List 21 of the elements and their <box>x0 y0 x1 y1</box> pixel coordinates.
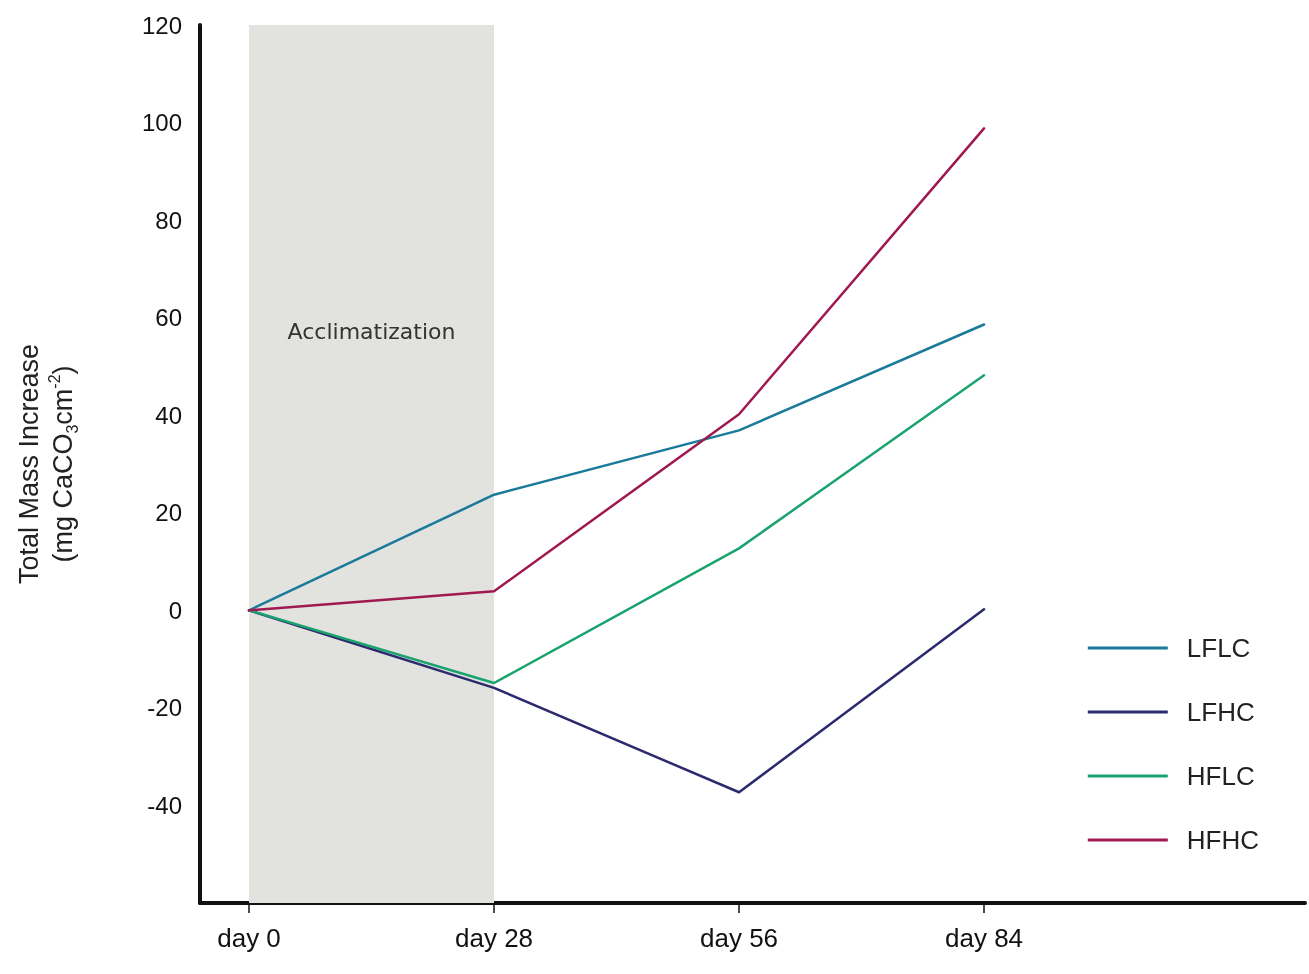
y-tick-label: -40 <box>147 791 182 819</box>
x-tick-label: day 56 <box>699 923 779 953</box>
y-tick-label: 0 <box>168 596 182 624</box>
y-tick-label: -20 <box>147 694 182 722</box>
y-tick-label: 20 <box>155 499 182 527</box>
x-tick-label: day 0 <box>217 923 281 953</box>
y-tick-label: 80 <box>155 206 182 234</box>
y-tick-label: 120 <box>141 11 182 39</box>
line-series <box>247 127 986 612</box>
legend-label: LFHC <box>1186 697 1255 727</box>
y-tick-label: 100 <box>141 109 182 137</box>
line-series <box>247 373 986 685</box>
band-label: Acclimatization <box>287 318 456 344</box>
y-tick-label: 40 <box>155 401 182 429</box>
legend-label: HFHC <box>1186 825 1260 855</box>
legend-label: LFLC <box>1186 633 1251 663</box>
legend-label: HFLC <box>1186 761 1255 791</box>
x-tick-label: day 84 <box>945 923 1024 953</box>
x-tick-label: day 28 <box>454 923 534 953</box>
line-series <box>247 323 986 612</box>
y-tick-label: 60 <box>155 304 182 332</box>
